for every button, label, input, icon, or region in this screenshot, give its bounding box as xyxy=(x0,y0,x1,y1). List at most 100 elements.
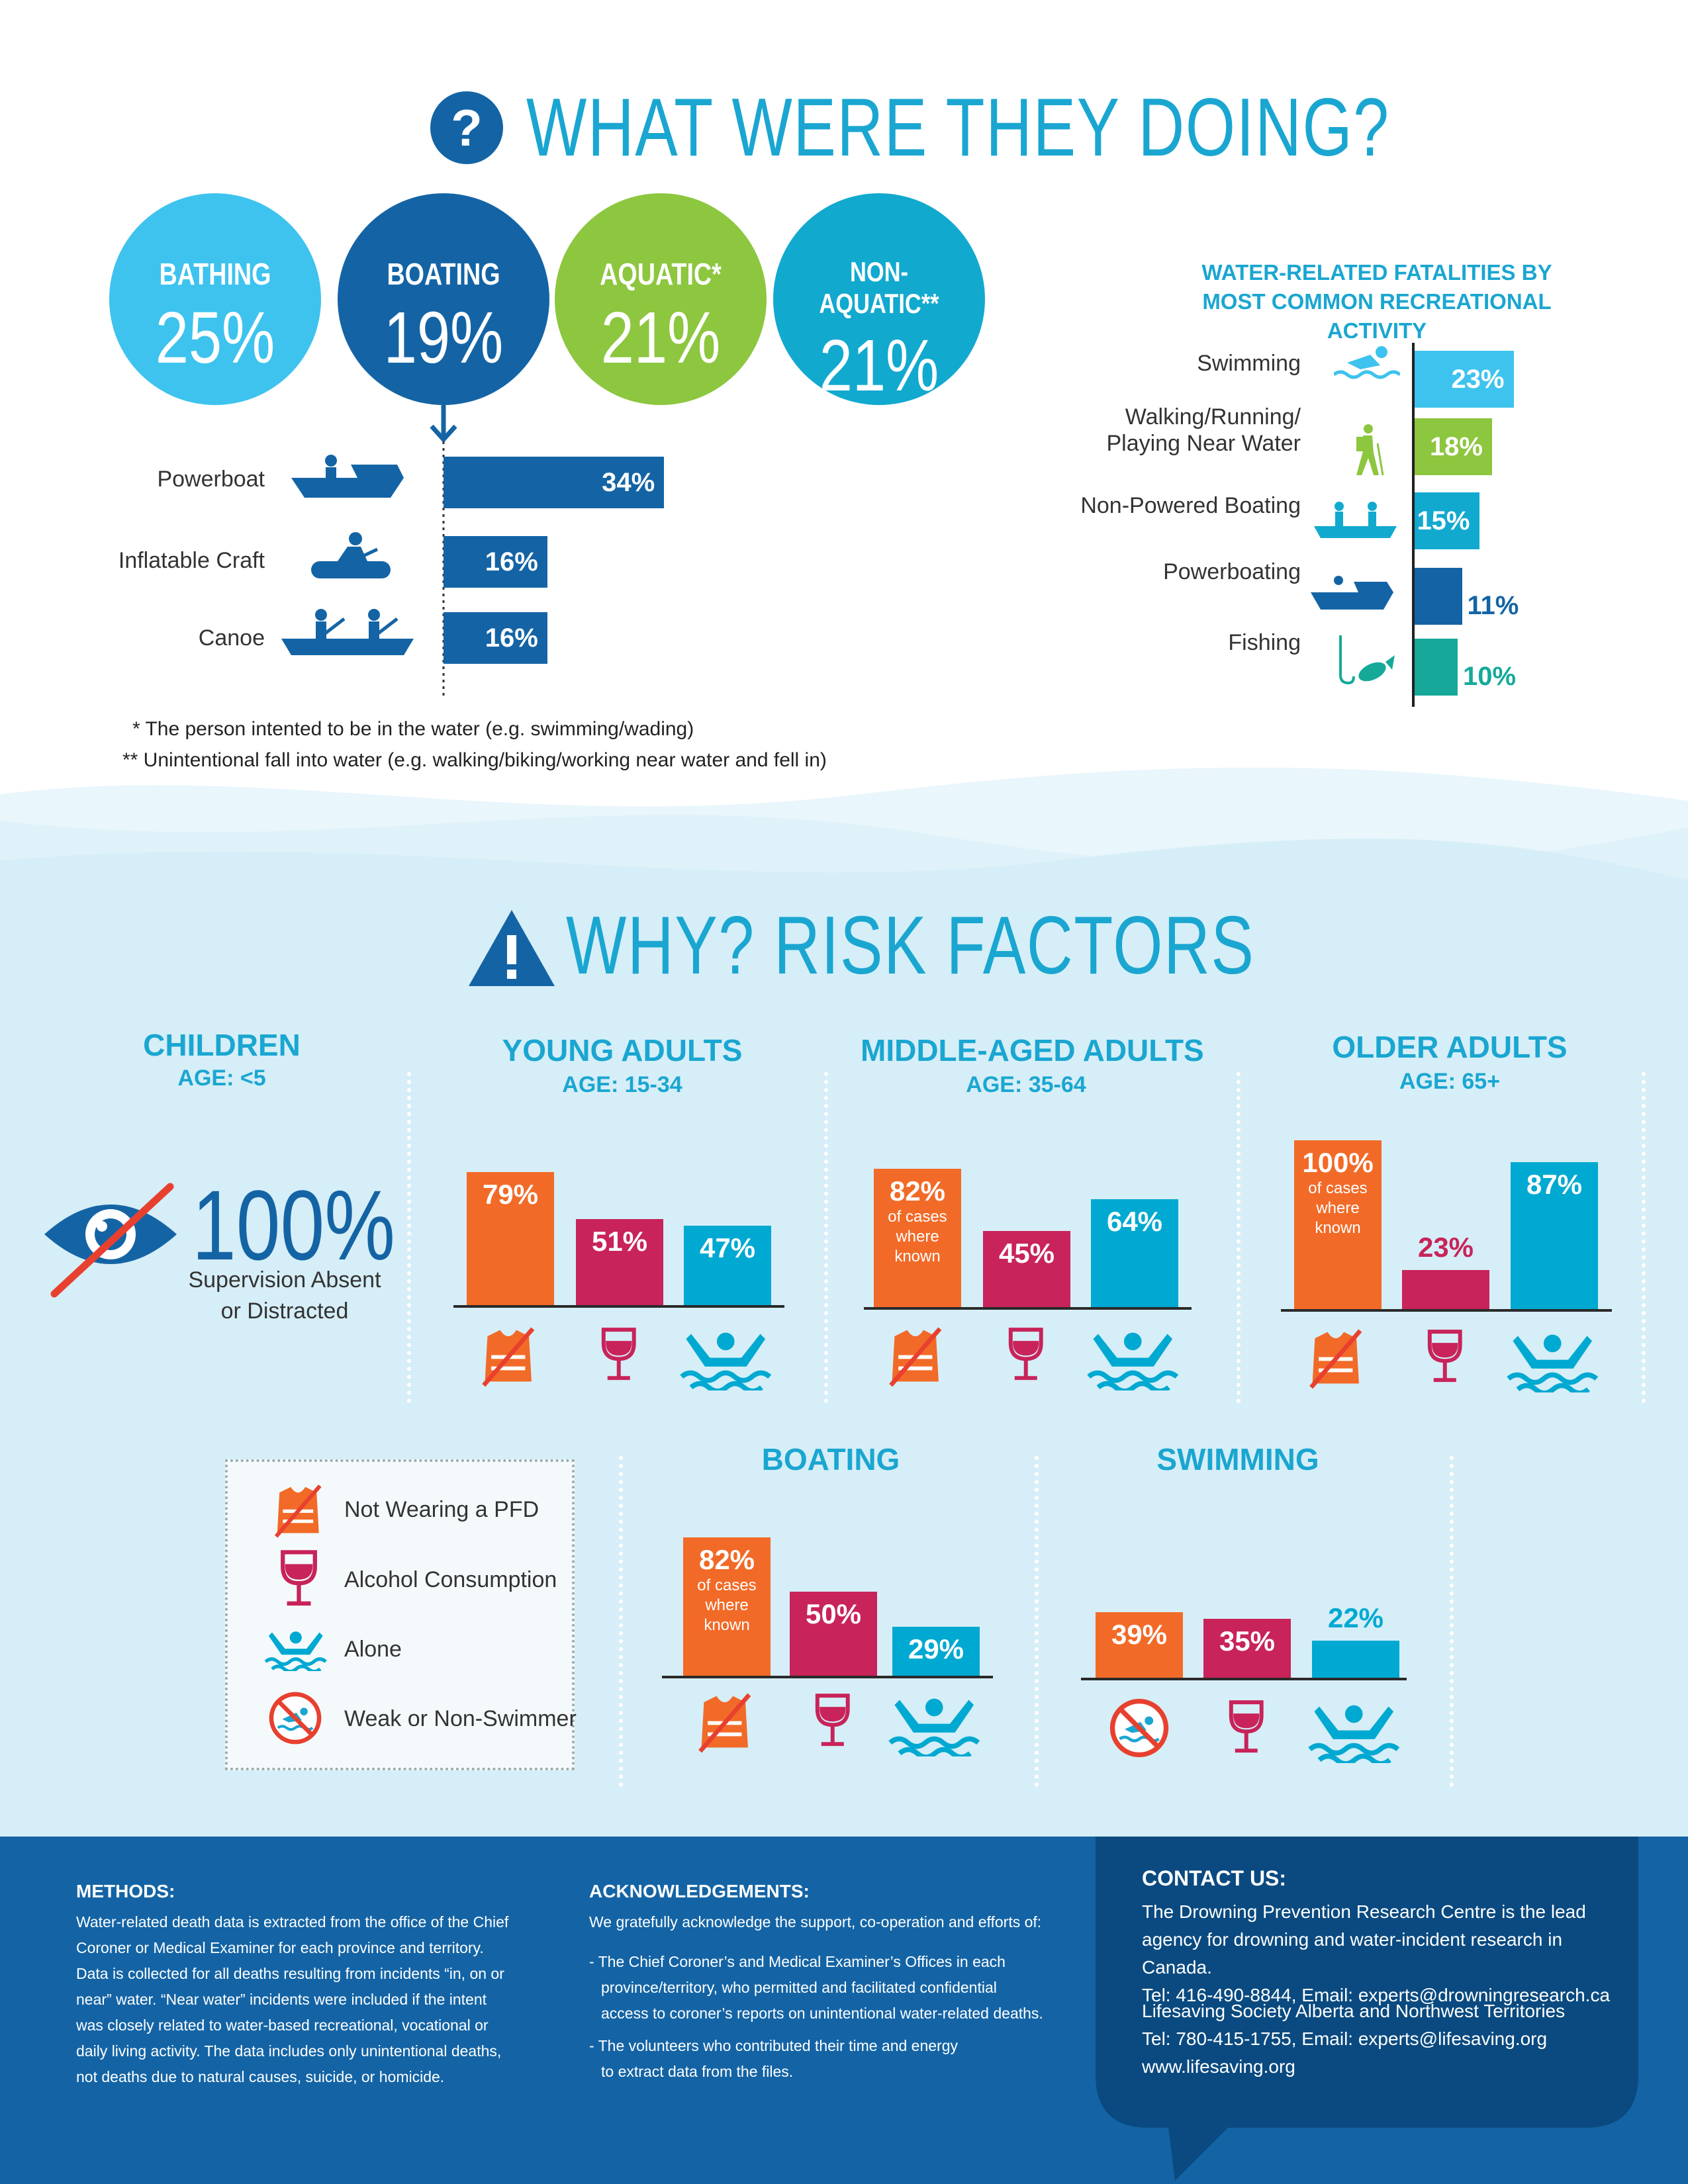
group-subtitle-middle: AGE: 35-64 xyxy=(966,1072,1086,1097)
separator xyxy=(407,1072,411,1403)
contact-bubble xyxy=(1096,1837,1638,2181)
risk-bar-2-2: 47% xyxy=(684,1226,771,1305)
non-swimmer-icon xyxy=(1109,1698,1169,1758)
activity-axis xyxy=(1412,343,1415,707)
bar-value-label: 64% xyxy=(1106,1205,1163,1237)
pfd-icon xyxy=(1309,1329,1362,1389)
methods-title: METHODS: xyxy=(76,1881,175,1901)
ack-text: - The Chief Coroner’s and Medical Examin… xyxy=(589,1949,1079,2085)
bar-value-label: 82% xyxy=(698,1543,755,1575)
bar-value-label-outside: 23% xyxy=(1417,1232,1474,1263)
wine-glass-icon xyxy=(281,1550,317,1606)
ack-line: - The volunteers who contributed their t… xyxy=(589,2037,958,2054)
circle-aquatic: AQUATIC* 21% xyxy=(555,193,767,405)
group-subtitle-older: AGE: 65+ xyxy=(1399,1069,1501,1094)
risk-bar-3-1: 45% xyxy=(983,1231,1070,1307)
risk-bar-5-2: 29% xyxy=(892,1627,980,1676)
children-subtitle: AGE: <5 xyxy=(177,1066,266,1091)
bar-note: of cases xyxy=(1308,1179,1368,1197)
risk-bar-2-1: 51% xyxy=(576,1218,663,1305)
bar-value-label: 45% xyxy=(998,1238,1055,1269)
risk-bar-3-2: 64% xyxy=(1091,1199,1178,1307)
bar-value-label: 29% xyxy=(908,1633,964,1665)
activity-label-nonpowered: Non-Powered Boating xyxy=(1080,493,1301,518)
separator xyxy=(824,1072,828,1403)
contact-line: The Drowning Prevention Research Centre … xyxy=(1142,1901,1586,1922)
swimmer-alone-icon xyxy=(1087,1332,1179,1390)
risk-bar-4-2: 87% xyxy=(1511,1162,1598,1309)
bar-note: where xyxy=(705,1596,749,1614)
chart-baseline-2 xyxy=(453,1305,784,1308)
legend-label-alone: Alone xyxy=(344,1637,402,1662)
non-swimmer-icon xyxy=(269,1692,322,1745)
ack-intro: We gratefully acknowledge the support, c… xyxy=(589,1913,1042,1931)
hiker-icon xyxy=(1356,424,1384,476)
activity-label-fishing: Fishing xyxy=(1228,630,1301,655)
inflatable-icon xyxy=(311,532,391,578)
chart-baseline-6 xyxy=(1081,1678,1407,1680)
question-icon: ? xyxy=(430,91,503,164)
circle-value: 25% xyxy=(155,297,275,379)
group-title-young: YOUNG ADULTS xyxy=(502,1033,743,1068)
bar-value-label: 79% xyxy=(482,1178,539,1210)
risk-bar-4-1 xyxy=(1402,1270,1489,1309)
activity-bar-1: 18% xyxy=(1415,418,1492,475)
row-label-canoe: Canoe xyxy=(198,625,265,651)
svg-text:?: ? xyxy=(451,99,483,157)
legend-label-pfd: Not Wearing a PFD xyxy=(344,1497,539,1522)
circle-value: 19% xyxy=(383,297,504,379)
swimmer-alone-icon xyxy=(264,1631,327,1671)
circle-bathing: BATHING 25% xyxy=(109,193,321,405)
risk-bar-5-0: 82% of cases where known xyxy=(683,1537,771,1676)
bar-value-label: 35% xyxy=(1219,1625,1276,1657)
wine-glass-icon xyxy=(1229,1700,1264,1753)
activity-label-walking: Walking/Running/Playing Near Water xyxy=(1106,404,1301,456)
bar-value-label: 82% xyxy=(889,1175,946,1206)
pfd-icon xyxy=(889,1327,942,1387)
methods-line: near” water. “Near water” incidents were… xyxy=(76,1991,487,2008)
bar-value-label: 39% xyxy=(1111,1618,1168,1650)
circle-label: BOATING xyxy=(387,257,500,291)
swimmer-alone-icon xyxy=(680,1332,772,1390)
children-caption-2: or Distracted xyxy=(220,1298,349,1324)
swimmer-alone-icon xyxy=(1308,1705,1400,1763)
powerboat-icon xyxy=(291,455,404,498)
bar-value-label: 50% xyxy=(805,1598,862,1629)
section-title-why: WHY? RISK FACTORS xyxy=(566,900,1255,991)
contact-block-2: Lifesaving Society Alberta and Northwest… xyxy=(1142,1997,1618,2081)
legend-label-nonswimmer: Weak or Non-Swimmer xyxy=(344,1706,577,1731)
boating-bar-2: 16% xyxy=(444,612,547,664)
bar-value-label: 51% xyxy=(591,1225,648,1257)
wine-glass-icon xyxy=(1008,1328,1043,1381)
canoe-icon xyxy=(281,609,414,655)
pfd-icon xyxy=(274,1484,322,1538)
ack-line: - The Chief Coroner’s and Medical Examin… xyxy=(589,1953,1006,1970)
methods-line: Water-related death data is extracted fr… xyxy=(76,1913,509,1931)
circle-value: 21% xyxy=(600,297,721,379)
methods-text: Water-related death data is extracted fr… xyxy=(76,1909,553,2090)
chart-baseline-3 xyxy=(864,1307,1192,1310)
contact-link[interactable]: www.lifesaving.org xyxy=(1142,2056,1295,2077)
pfd-icon xyxy=(698,1693,751,1753)
group-title-boating: BOATING xyxy=(761,1442,900,1477)
bar-note: where xyxy=(896,1227,939,1246)
circle-non-aquatic: NON-AQUATIC** 21% xyxy=(773,193,985,406)
separator xyxy=(1035,1456,1039,1787)
methods-line: daily living activity. The data includes… xyxy=(76,2042,502,2060)
row-label-powerboat: Powerboat xyxy=(157,467,265,492)
bar-value-label: 100% xyxy=(1302,1147,1374,1178)
activity-chart-title: WATER-RELATED FATALITIES BY MOST COMMON … xyxy=(1201,260,1552,343)
activity-bar-0: 23% xyxy=(1415,351,1514,408)
group-subtitle-young: AGE: 15-34 xyxy=(562,1072,682,1097)
legend-label-alcohol: Alcohol Consumption xyxy=(344,1567,557,1592)
risk-bar-6-2 xyxy=(1312,1640,1399,1678)
ack-line: province/territory, who permitted and fa… xyxy=(601,1979,997,1996)
footnote-1: * The person intented to be in the water… xyxy=(132,718,694,740)
activity-bar-label-4: 10% xyxy=(1463,662,1517,691)
bar-note: known xyxy=(1315,1219,1361,1237)
methods-line: Data is collected for all deaths resulti… xyxy=(76,1965,504,1982)
swimmer-alone-icon xyxy=(888,1698,980,1756)
risk-bar-4-0: 100% of cases where known xyxy=(1294,1140,1382,1309)
ack-title: ACKNOWLEDGEMENTS: xyxy=(589,1881,810,1901)
group-title-older: OLDER ADULTS xyxy=(1332,1030,1568,1064)
